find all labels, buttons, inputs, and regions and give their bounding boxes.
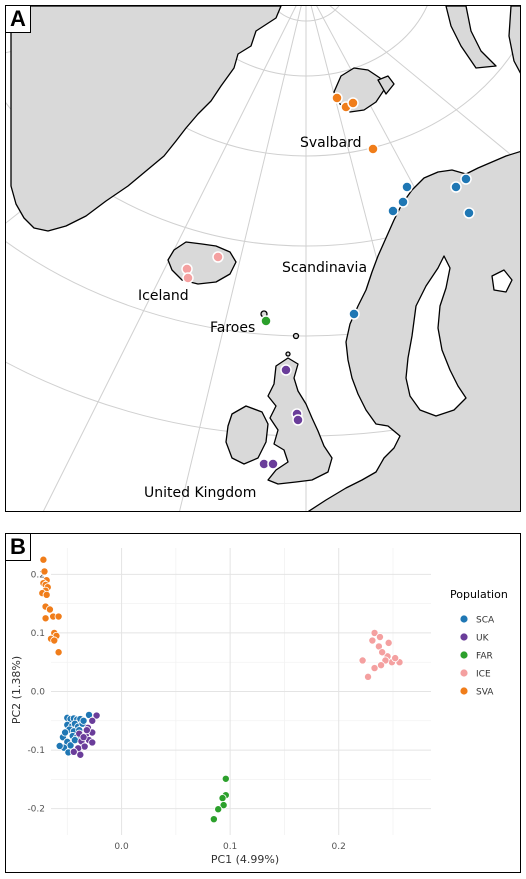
novaya-zemlya: [508, 6, 520, 74]
point-far: [219, 801, 228, 810]
sample-uk-5: [267, 458, 279, 470]
panel-a-tag: A: [6, 6, 31, 33]
legend-key-ice: [460, 669, 468, 677]
y-tick-label: -0.1: [27, 746, 45, 756]
point-sva: [39, 555, 48, 564]
point-sva: [42, 590, 51, 599]
label-scandinavia: Scandinavia: [282, 260, 367, 276]
point-uk: [88, 738, 97, 747]
pca-plot: 0.0 0.1 0.2 -0.2 -0.1 0.0 0.1 0.2 PC1 (4.99%) P…: [10, 548, 508, 866]
x-tick-label: 0.0: [114, 842, 129, 852]
data-points: [38, 555, 404, 824]
point-sca: [61, 728, 70, 737]
legend: Population SCA UK FAR ICE SVA: [450, 588, 508, 698]
sample-points: [181, 92, 475, 470]
point-ice: [378, 648, 387, 657]
svalbard-island-east: [377, 75, 395, 95]
y-tick-label: 0.2: [31, 570, 45, 580]
greenland: [10, 6, 282, 232]
sample-sca-6: [387, 205, 399, 217]
sample-uk-1: [280, 364, 292, 376]
sample-uk-3: [292, 414, 304, 426]
legend-label-uk: UK: [476, 634, 490, 644]
sample-sva-1: [331, 92, 343, 104]
sample-sca-2: [450, 181, 462, 193]
y-axis-label: PC2 (1.38%): [10, 656, 23, 724]
point-uk: [79, 733, 88, 742]
grid: [51, 548, 431, 835]
y-tick-label: 0.0: [31, 688, 46, 698]
point-sva: [41, 614, 50, 623]
point-sva: [50, 636, 59, 645]
legend-title: Population: [450, 588, 508, 601]
point-sca: [55, 741, 64, 750]
x-axis-label: PC1 (4.99%): [211, 853, 279, 866]
sample-ice-1: [212, 251, 224, 263]
legend-label-sva: SVA: [476, 688, 494, 698]
sample-sva-4: [367, 143, 379, 155]
y-tick-label: 0.1: [31, 629, 45, 639]
point-ice: [377, 661, 386, 670]
x-tick-label: 0.1: [223, 842, 237, 852]
legend-key-sva: [460, 687, 468, 695]
legend-key-far: [460, 651, 468, 659]
point-uk: [88, 716, 97, 725]
sample-sca-5: [397, 196, 409, 208]
orkney-island: [285, 351, 291, 357]
legend-key-uk: [460, 633, 468, 641]
sample-far-1: [260, 315, 272, 327]
point-sva: [45, 605, 54, 614]
point-ice: [364, 672, 373, 681]
map-panel: A: [5, 5, 521, 512]
point-ice: [391, 654, 400, 663]
panel-b-tag: B: [6, 534, 31, 561]
label-faroes: Faroes: [210, 320, 255, 336]
label-svalbard: Svalbard: [300, 135, 362, 151]
point-uk: [92, 711, 101, 720]
point-sva: [54, 648, 63, 657]
sample-ice-3: [182, 272, 194, 284]
tick-labels: 0.0 0.1 0.2 -0.2 -0.1 0.0 0.1 0.2: [27, 570, 345, 852]
point-far: [218, 794, 227, 803]
point-sva: [40, 567, 49, 576]
pca-panel: B 0.0 0.1 0.2 -0.2 -0.1 0.0 0.1 0.2 PC1 (4.99%)…: [5, 533, 521, 873]
sample-sca-1: [460, 173, 472, 185]
label-iceland: Iceland: [138, 288, 189, 304]
point-sca: [70, 736, 79, 745]
point-far: [221, 774, 230, 783]
point-ice: [375, 633, 384, 642]
point-uk: [80, 742, 89, 751]
point-ice: [384, 638, 393, 647]
legend-items: SCA UK FAR ICE SVA: [460, 615, 495, 698]
sample-sca-3: [463, 207, 475, 219]
point-ice: [358, 656, 367, 665]
x-tick-label: 0.2: [332, 842, 346, 852]
label-uk: United Kingdom: [144, 485, 256, 501]
lake: [491, 269, 513, 293]
legend-label-far: FAR: [476, 652, 493, 662]
point-far: [214, 805, 223, 814]
point-sca: [79, 716, 88, 725]
legend-label-ice: ICE: [476, 670, 491, 680]
sample-sca-4: [401, 181, 413, 193]
ireland: [225, 405, 269, 465]
point-ice: [368, 636, 377, 645]
point-uk: [82, 726, 91, 735]
y-tick-label: -0.2: [27, 805, 45, 815]
shetland-island: [292, 332, 300, 340]
baltic-sea: [405, 255, 467, 417]
sampling-map: Svalbard Scandinavia Iceland Faroes Unit…: [6, 6, 520, 511]
arctic-island-east: [445, 6, 497, 69]
sample-sca-7: [348, 308, 360, 320]
point-ice: [370, 628, 379, 637]
legend-key-sca: [460, 615, 468, 623]
point-uk: [76, 750, 85, 759]
sample-sva-3: [347, 97, 359, 109]
point-uk: [69, 747, 78, 756]
point-far: [209, 815, 218, 824]
legend-label-sca: SCA: [476, 616, 495, 626]
point-sva: [54, 612, 63, 621]
point-ice: [370, 664, 379, 673]
